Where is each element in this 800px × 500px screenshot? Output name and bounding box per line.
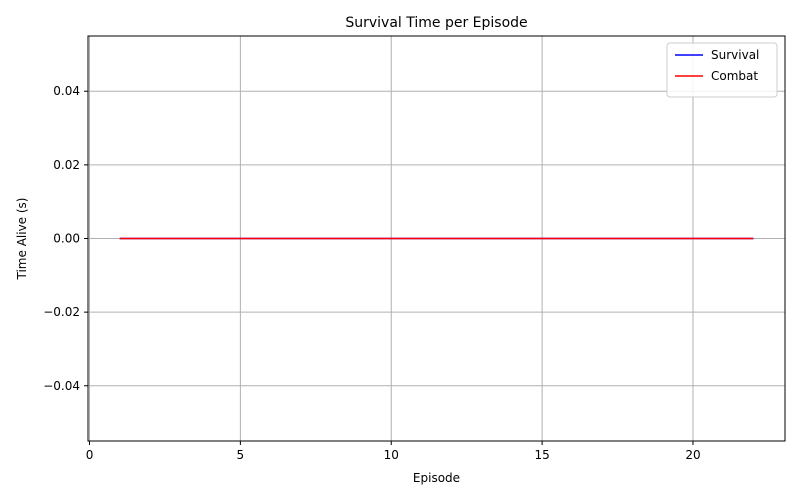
legend-label-survival: Survival xyxy=(711,48,759,62)
y-tick-label: −0.02 xyxy=(43,305,80,319)
y-tick-label: 0.00 xyxy=(53,232,80,246)
x-axis-label: Episode xyxy=(413,471,460,485)
legend: Survival Combat xyxy=(666,42,778,98)
legend-label-combat: Combat xyxy=(711,69,758,83)
y-axis-label: Time Alive (s) xyxy=(15,198,29,281)
x-tick-label: 0 xyxy=(86,448,94,462)
x-tick-label: 5 xyxy=(237,448,245,462)
x-ticks: 0 5 10 15 20 xyxy=(86,441,701,462)
chart-title: Survival Time per Episode xyxy=(345,15,527,31)
y-tick-label: −0.04 xyxy=(43,379,80,393)
x-tick-label: 15 xyxy=(534,448,549,462)
y-tick-label: 0.02 xyxy=(53,158,80,172)
y-tick-label: 0.04 xyxy=(53,84,80,98)
x-tick-label: 20 xyxy=(685,448,700,462)
y-ticks: 0.04 0.02 0.00 −0.02 −0.04 xyxy=(43,84,88,393)
x-tick-label: 10 xyxy=(384,448,399,462)
legend-box xyxy=(666,42,778,98)
